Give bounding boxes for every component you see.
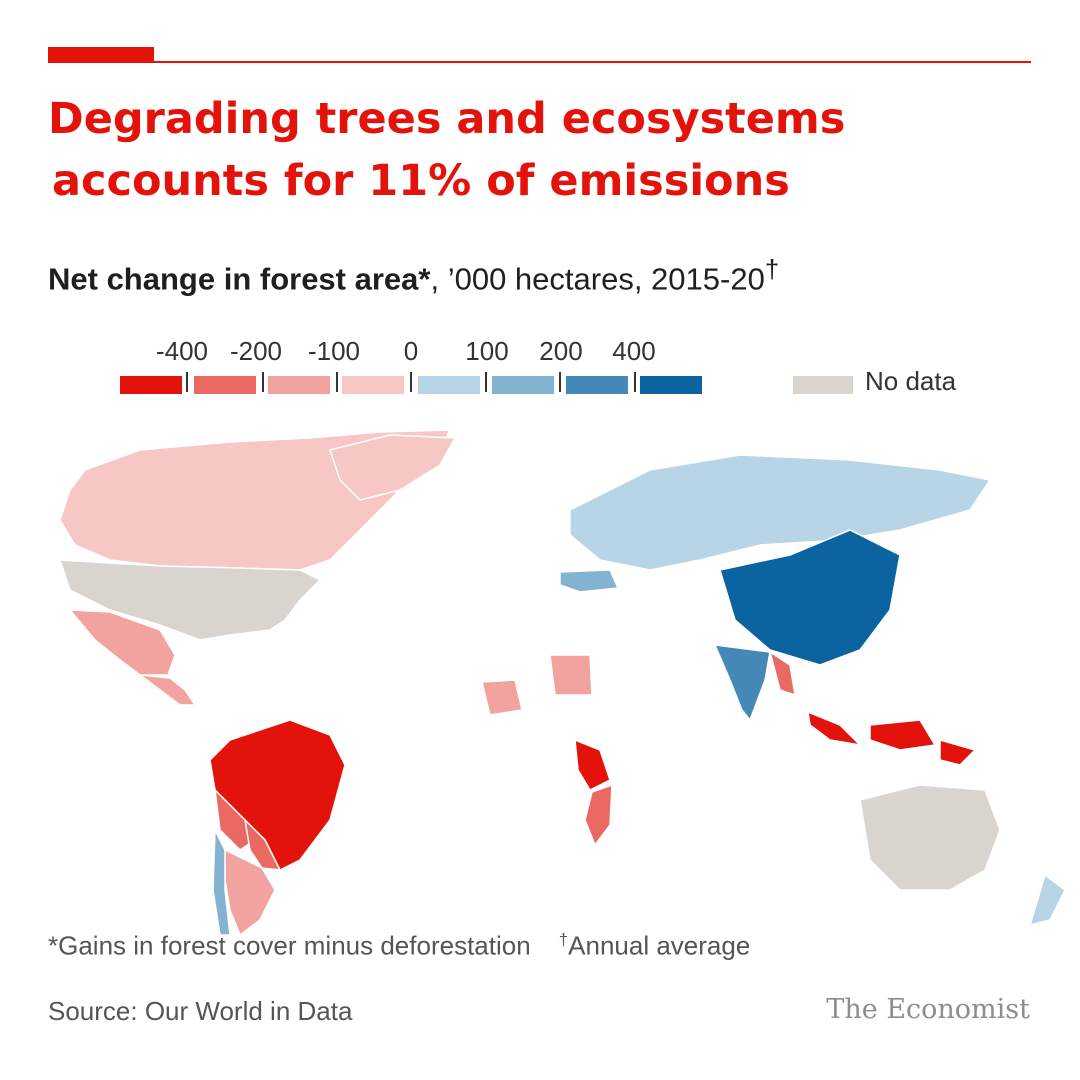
legend-tick [634,372,636,392]
country-new-zealand [1028,873,1066,927]
legend-tick [262,372,264,392]
economist-logo: The Economist [826,994,1030,1025]
brand-red-block [48,47,154,63]
footnote: *Gains in forest cover minus deforestati… [48,930,750,962]
footnote-gains: *Gains in forest cover minus deforestati… [48,930,531,961]
legend-tick-label: -200 [229,336,283,366]
subtitle-bold: Net change in forest area* [48,261,431,297]
title-line-2: accounts for 11% of emissions [52,156,790,206]
country-nigeria [481,679,523,716]
country-china [719,529,901,666]
legend-swatch [566,376,628,394]
country-united-states [58,559,322,641]
legend-swatch [268,376,330,394]
legend-tick [485,372,487,392]
subtitle-dagger: † [764,256,780,284]
world-map [58,429,1066,937]
country-chile [212,829,231,936]
country-turkey [559,569,620,593]
chart-subtitle: Net change in forest area*, ’000 hectare… [48,256,779,297]
country-myanmar [768,650,796,697]
country-mexico [68,609,176,676]
legend-nodata-swatch [793,376,853,394]
source-note: Source: Our World in Data [48,996,353,1026]
legend-tick-label: 200 [539,336,583,366]
country-mozambique [584,783,613,847]
legend-tick-label: 0 [403,336,419,366]
legend-tick-label: 100 [465,336,509,366]
legend-tick [336,372,338,392]
country-greenland [329,434,457,501]
country-russia [569,454,992,571]
legend-swatch [120,376,182,394]
legend-tick-label: -400 [155,336,209,366]
legend-tick [559,372,561,392]
legend-nodata-label: No data [865,366,957,396]
country-bolivia [213,787,256,851]
footnote-dagger: † [558,930,569,949]
legend-swatch [418,376,480,394]
country-argentina [224,848,276,937]
chart-title: Degrading trees and ecosystems accounts … [48,88,1008,212]
legend-tick-label: -100 [307,336,361,366]
country-sudan [549,654,593,696]
country-central-america [137,673,197,706]
legend-swatch [194,376,256,394]
footnote-annual: Annual average [568,930,751,961]
country-brazil [209,719,346,872]
country-paraguay [243,817,282,871]
legend-swatch [342,376,404,394]
top-rule [48,61,1031,63]
title-line-1: Degrading trees and ecosystems [48,94,846,144]
country-australia [859,784,1001,891]
country-indonesia [807,710,977,766]
country-india [713,644,771,722]
color-legend: No data -400 -200 -100 0 100 200 400 [0,330,1080,410]
legend-swatch [492,376,554,394]
subtitle-rest: , ’000 hectares, 2015-20 [430,261,765,297]
legend-tick [186,372,188,392]
legend-swatch [640,376,702,394]
legend-tick [410,372,412,392]
legend-tick-label: 400 [612,336,656,366]
country-tanzania [574,738,611,791]
